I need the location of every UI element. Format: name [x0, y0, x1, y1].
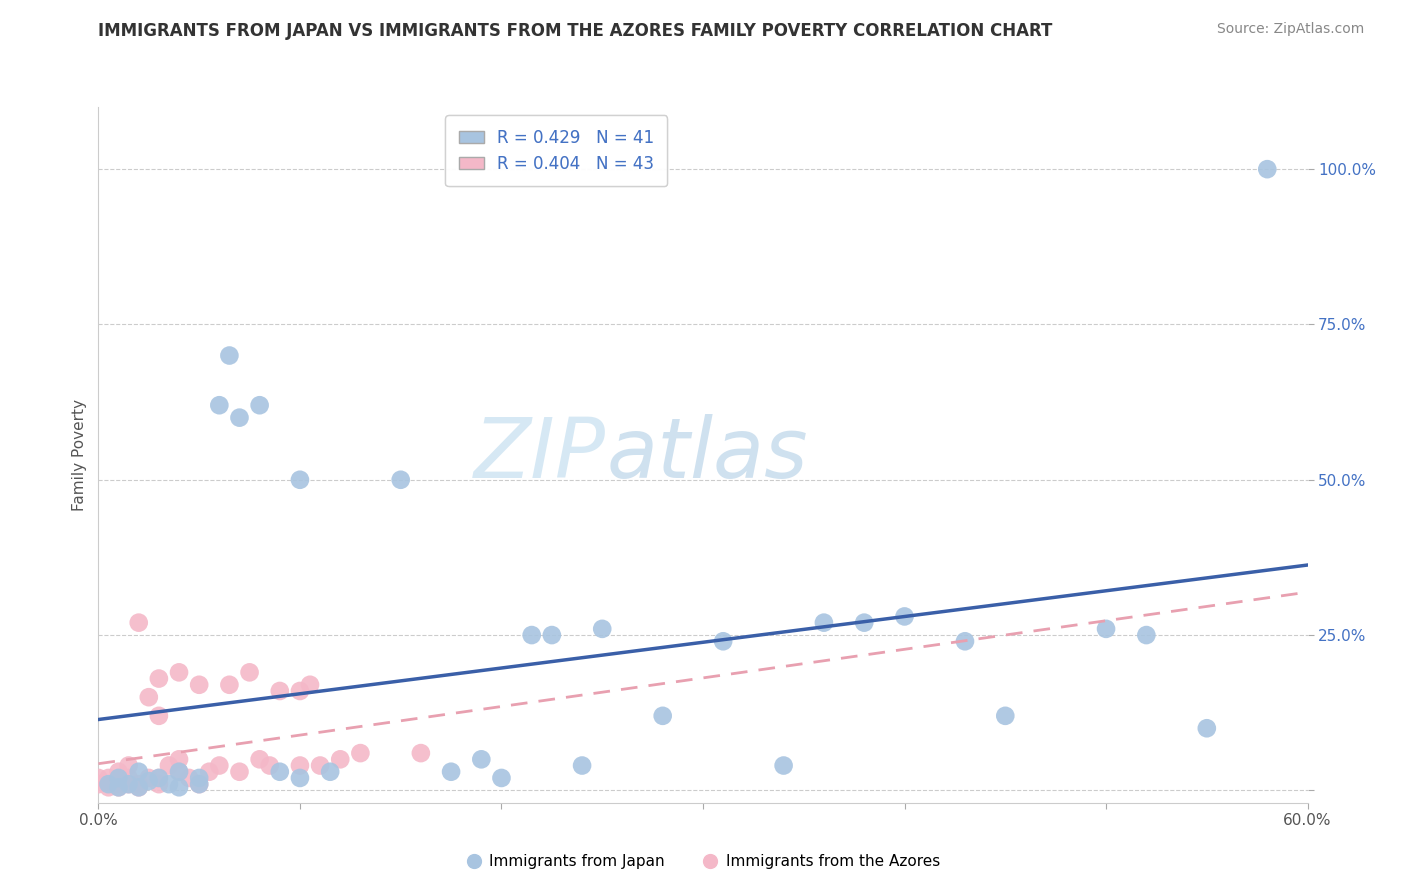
Point	[540, 628, 562, 642]
Text: ZIP: ZIP	[474, 415, 606, 495]
Point	[711, 634, 734, 648]
Point	[167, 764, 190, 779]
Point	[208, 398, 231, 412]
Point	[218, 349, 240, 363]
Point	[259, 758, 281, 772]
Y-axis label: Family Poverty: Family Poverty	[72, 399, 87, 511]
Point	[107, 780, 129, 795]
Point	[249, 398, 271, 412]
Point	[249, 752, 271, 766]
Point	[177, 771, 201, 785]
Point	[228, 410, 250, 425]
Point	[157, 758, 180, 772]
Text: atlas: atlas	[606, 415, 808, 495]
Point	[138, 774, 160, 789]
Point	[157, 777, 180, 791]
Point	[853, 615, 876, 630]
Point	[128, 615, 150, 630]
Point	[591, 622, 613, 636]
Point	[288, 758, 311, 772]
Point	[188, 777, 211, 791]
Point	[1135, 628, 1157, 642]
Point	[167, 752, 190, 766]
Point	[571, 758, 593, 772]
Point	[118, 777, 141, 791]
Point	[97, 777, 120, 791]
Point	[188, 771, 211, 785]
Text: IMMIGRANTS FROM JAPAN VS IMMIGRANTS FROM THE AZORES FAMILY POVERTY CORRELATION C: IMMIGRANTS FROM JAPAN VS IMMIGRANTS FROM…	[98, 22, 1053, 40]
Legend: Immigrants from Japan, Immigrants from the Azores: Immigrants from Japan, Immigrants from t…	[460, 848, 946, 875]
Point	[167, 780, 190, 795]
Point	[118, 771, 141, 785]
Point	[269, 764, 291, 779]
Point	[148, 672, 170, 686]
Point	[288, 473, 311, 487]
Point	[288, 771, 311, 785]
Point	[128, 764, 150, 779]
Point	[520, 628, 543, 642]
Point	[309, 758, 332, 772]
Point	[188, 678, 211, 692]
Point	[208, 758, 231, 772]
Point	[893, 609, 915, 624]
Point	[128, 780, 150, 795]
Point	[118, 758, 141, 772]
Point	[138, 690, 160, 705]
Point	[128, 777, 150, 791]
Point	[470, 752, 492, 766]
Point	[440, 764, 463, 779]
Point	[319, 764, 342, 779]
Point	[167, 764, 190, 779]
Point	[1095, 622, 1118, 636]
Point	[107, 764, 129, 779]
Point	[107, 780, 129, 795]
Point	[1256, 162, 1278, 177]
Point	[128, 780, 150, 795]
Point	[329, 752, 352, 766]
Point	[269, 684, 291, 698]
Point	[167, 665, 190, 680]
Point	[813, 615, 835, 630]
Point	[148, 708, 170, 723]
Point	[198, 764, 221, 779]
Point	[97, 780, 120, 795]
Point	[994, 708, 1017, 723]
Point	[772, 758, 794, 772]
Point	[218, 678, 240, 692]
Point	[118, 777, 141, 791]
Point	[491, 771, 513, 785]
Point	[349, 746, 371, 760]
Point	[1195, 721, 1218, 735]
Point	[299, 678, 322, 692]
Point	[148, 777, 170, 791]
Point	[148, 771, 170, 785]
Point	[107, 777, 129, 791]
Point	[97, 771, 120, 785]
Point	[188, 777, 211, 791]
Legend: R = 0.429   N = 41, R = 0.404   N = 43: R = 0.429 N = 41, R = 0.404 N = 43	[446, 115, 668, 186]
Point	[239, 665, 262, 680]
Point	[87, 771, 110, 785]
Point	[138, 771, 160, 785]
Point	[228, 764, 250, 779]
Point	[107, 771, 129, 785]
Text: Source: ZipAtlas.com: Source: ZipAtlas.com	[1216, 22, 1364, 37]
Point	[651, 708, 673, 723]
Point	[953, 634, 976, 648]
Point	[389, 473, 412, 487]
Point	[103, 777, 125, 791]
Point	[148, 771, 170, 785]
Point	[288, 684, 311, 698]
Point	[409, 746, 432, 760]
Point	[87, 777, 110, 791]
Point	[107, 771, 129, 785]
